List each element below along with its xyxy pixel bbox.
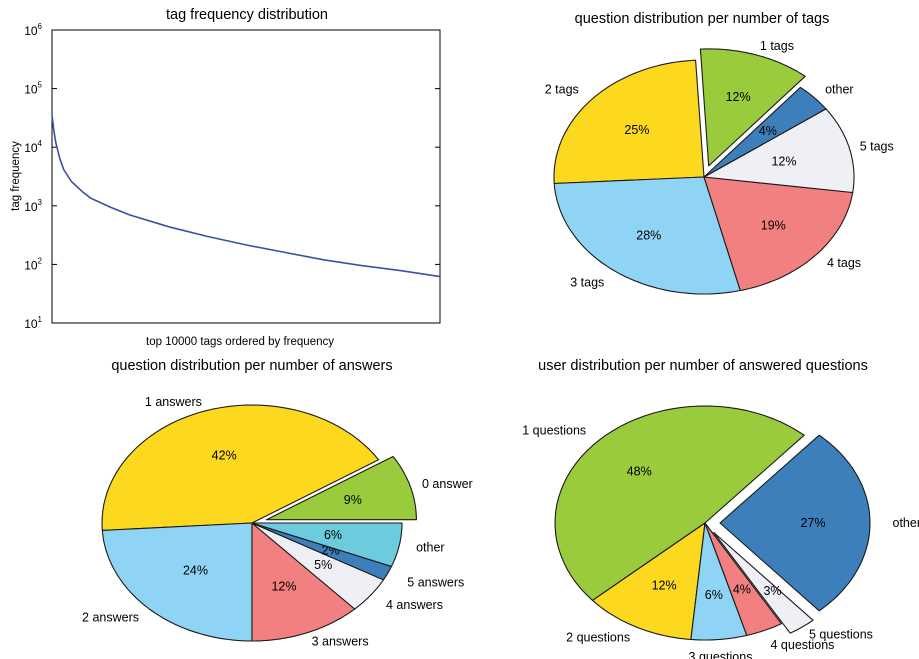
users-slice-3-questions-pct: 6%	[705, 588, 723, 602]
users-slice-3-questions	[690, 522, 748, 641]
tags-slice-1-tags-pct: 12%	[726, 90, 751, 104]
answers-slice-0-answer	[265, 455, 417, 521]
tags-slice-1-tags-label: 1 tags	[760, 39, 794, 53]
line-chart-title: tag frequency distribution	[166, 7, 328, 23]
answers-slice-3-answers-label: 3 answers	[312, 635, 369, 649]
y-tick-label-3: 103	[24, 198, 42, 214]
tags-slice-2-tags	[553, 59, 705, 185]
users-slice-1-questions-pct: 48%	[627, 465, 652, 479]
answers-slice-4-answers-pct: 5%	[314, 558, 332, 572]
tags-slice-5-tags-pct: 12%	[771, 154, 796, 168]
users-slice-2-questions-pct: 12%	[652, 579, 677, 593]
answers-slice-2-answers	[101, 522, 253, 642]
users-slice-5-questions	[713, 531, 814, 634]
tags-slice-1-tags	[699, 48, 806, 167]
answers-slice-3-answers-pct: 12%	[271, 580, 296, 594]
users-slice-other-pct: 27%	[800, 516, 825, 530]
users-slice-2-questions-label: 2 questions	[566, 631, 630, 645]
tags-slice-other	[703, 86, 827, 178]
line-chart-yticks: 101 102 103 104 105 106	[24, 22, 440, 331]
tags-slice-3-tags	[553, 176, 741, 295]
line-chart-plot-frame	[51, 29, 441, 324]
tags-slice-4-tags-label: 4 tags	[827, 256, 861, 270]
answers-slice-2-answers-pct: 24%	[183, 563, 208, 577]
users-slice-5-questions-label: 5 questions	[809, 628, 873, 642]
answers-slice-0-answer-pct: 9%	[344, 493, 362, 507]
users-slice-other	[719, 434, 871, 612]
users-slice-5-questions-pct: 3%	[763, 584, 781, 598]
users-pie-title: user distribution per number of answered…	[538, 358, 868, 374]
tag-frequency-line	[51, 115, 441, 278]
tags-slice-4-tags-pct: 19%	[761, 218, 786, 232]
users-slice-3-questions-label: 3 questions	[689, 650, 753, 659]
users-slice-2-questions	[591, 522, 706, 641]
answers-slice-0-answer-label: 0 answer	[422, 477, 473, 491]
users-pie-chart: user distribution per number of answered…	[522, 358, 919, 659]
line-chart-xlabel: top 10000 tags ordered by frequency	[146, 336, 334, 348]
tags-slice-4-tags	[703, 176, 854, 292]
tags-slice-other-pct: 4%	[759, 124, 777, 138]
users-slice-1-questions	[554, 405, 805, 601]
answers-pie-chart: question distribution per number of answ…	[82, 358, 473, 649]
users-slice-4-questions	[704, 522, 782, 636]
users-slice-4-questions-label: 4 questions	[771, 638, 835, 652]
users-slice-other-label: other	[893, 516, 919, 530]
answers-slice-1-answers-pct: 42%	[212, 449, 237, 463]
answers-slice-1-answers	[101, 404, 380, 531]
answers-pie-title: question distribution per number of answ…	[111, 358, 392, 374]
tags-slice-2-tags-label: 2 tags	[545, 83, 579, 97]
tags-pie-chart: question distribution per number of tags…	[545, 11, 894, 295]
tags-slice-5-tags-label: 5 tags	[860, 140, 894, 154]
answers-slice-5-answers	[251, 522, 393, 581]
tags-slice-3-tags-label: 3 tags	[570, 276, 604, 290]
answers-slice-other	[251, 522, 403, 567]
tag-frequency-chart: tag frequency distribution tag frequency…	[10, 7, 441, 348]
answers-slice-other-label: other	[416, 540, 445, 554]
tags-slice-other-label: other	[825, 83, 854, 97]
y-tick-label-5: 105	[24, 81, 42, 97]
tags-slice-3-tags-pct: 28%	[636, 228, 661, 242]
tags-pie-title: question distribution per number of tags	[575, 11, 830, 27]
y-tick-label-1: 101	[24, 315, 42, 331]
tags-slice-2-tags-pct: 25%	[624, 123, 649, 137]
users-slice-1-questions-label: 1 questions	[522, 423, 586, 437]
answers-slice-4-answers-label: 4 answers	[386, 598, 443, 612]
answers-slice-1-answers-label: 1 answers	[145, 395, 202, 409]
y-tick-label-6: 106	[24, 22, 42, 38]
answers-slice-other-pct: 6%	[324, 528, 342, 542]
answers-slice-2-answers-label: 2 answers	[82, 611, 139, 625]
users-slice-4-questions-pct: 4%	[733, 583, 751, 597]
answers-slice-5-answers-label: 5 answers	[407, 575, 464, 589]
y-tick-label-2: 102	[24, 256, 42, 272]
tags-slice-5-tags	[703, 108, 855, 194]
answers-slice-3-answers	[251, 522, 356, 642]
y-tick-label-4: 104	[24, 139, 42, 155]
answers-slice-4-answers	[251, 522, 384, 610]
line-chart-ylabel: tag frequency	[10, 141, 22, 211]
